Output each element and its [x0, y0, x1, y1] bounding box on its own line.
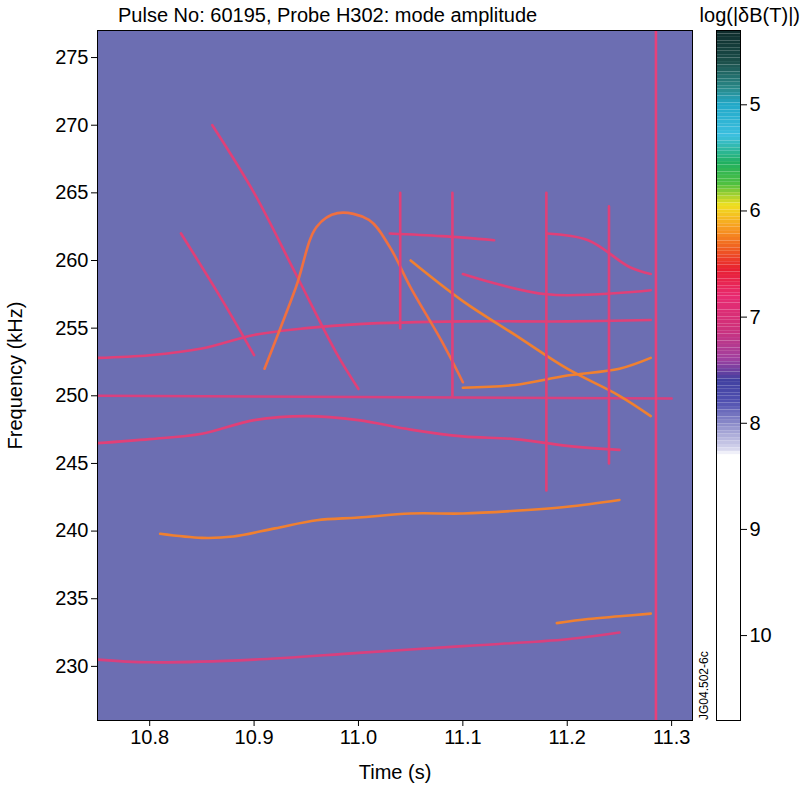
svg-text:11.1: 11.1 [444, 726, 481, 748]
html-text:Pulse No: 60195, Probe H302: m: Pulse No: 60195, Probe H302: mode amplit… [118, 4, 538, 26]
svg-text:230: 230 [55, 655, 88, 677]
html-text:JG04.502-6c: JG04.502-6c [697, 651, 711, 720]
svg-text:7: 7 [750, 306, 761, 328]
svg-text:11.2: 11.2 [549, 726, 586, 748]
svg-text:235: 235 [55, 587, 88, 609]
svg-text:265: 265 [55, 181, 88, 203]
svg-text:Frequency (kHz): Frequency (kHz) [4, 302, 26, 450]
svg-text:275: 275 [55, 46, 88, 68]
svg-text:10: 10 [750, 624, 772, 646]
svg-text:9: 9 [750, 518, 761, 540]
svg-text:270: 270 [55, 114, 88, 136]
svg-text:11.0: 11.0 [340, 726, 377, 748]
svg-text:245: 245 [55, 452, 88, 474]
svg-text:250: 250 [55, 384, 88, 406]
svg-text:255: 255 [55, 317, 88, 339]
svg-text:5: 5 [750, 93, 761, 115]
html-text:log(|δB(T)|): log(|δB(T)|) [699, 4, 800, 26]
svg-text:8: 8 [750, 412, 761, 434]
svg-text:Time (s): Time (s) [359, 761, 432, 783]
svg-text:240: 240 [55, 519, 88, 541]
svg-text:10.8: 10.8 [130, 726, 169, 748]
svg-text:260: 260 [55, 249, 88, 271]
svg-text:10.9: 10.9 [235, 726, 274, 748]
svg-text:11.3: 11.3 [653, 726, 690, 748]
svg-text:6: 6 [750, 199, 761, 221]
